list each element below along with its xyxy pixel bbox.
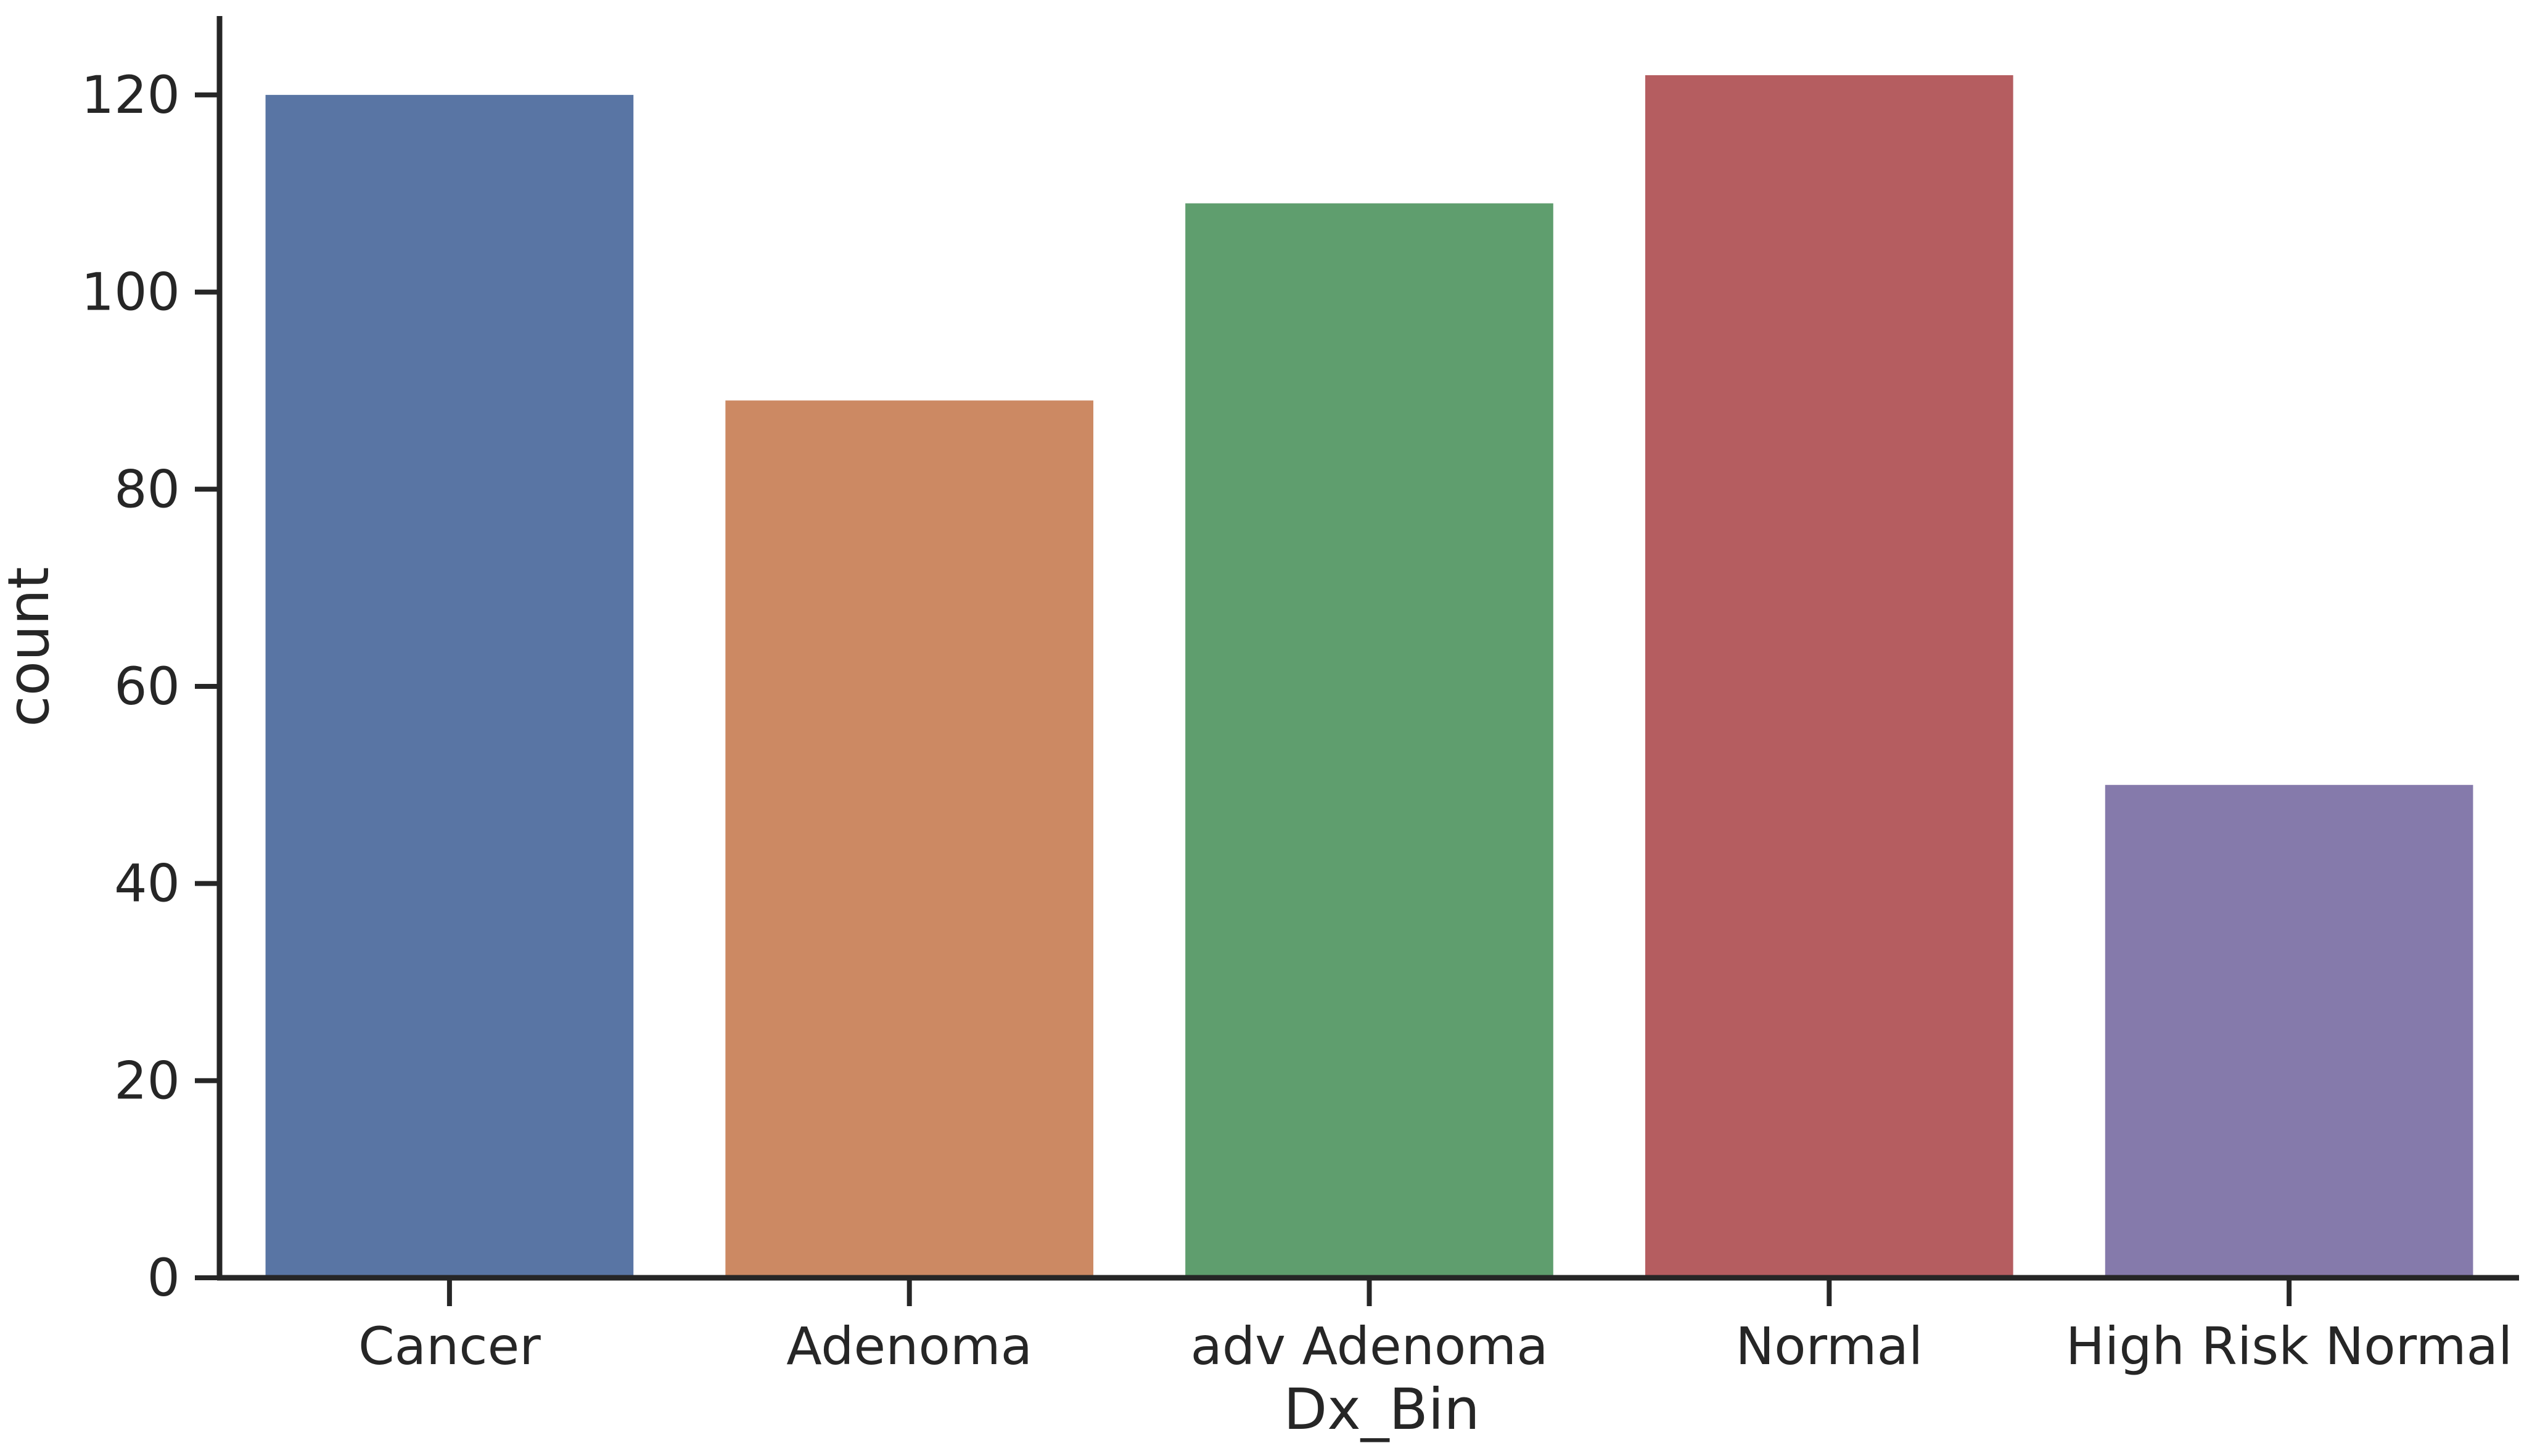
y-tick-label: 100	[81, 262, 180, 323]
y-tick-label: 0	[147, 1248, 180, 1308]
y-tick-label: 60	[114, 656, 180, 717]
x-tick-label: Cancer	[358, 1316, 541, 1376]
bars-layer	[265, 75, 2473, 1278]
y-tick-label: 120	[81, 65, 180, 125]
x-axis-label: Dx_Bin	[1283, 1376, 1479, 1442]
bar-adenoma	[725, 400, 1094, 1278]
x-tick-label: adv Adenoma	[1190, 1316, 1548, 1376]
x-tick-label: Normal	[1735, 1316, 1923, 1376]
y-axis-label: count	[0, 567, 62, 727]
y-tick-label: 80	[114, 459, 180, 519]
bar-adv-adenoma	[1185, 203, 1553, 1278]
x-axis-ticks: Cancer Adenoma adv Adenoma Normal High Risk …	[358, 1278, 2512, 1376]
x-tick-label: High Risk Normal	[2066, 1316, 2513, 1376]
bar-normal	[1645, 75, 2013, 1278]
bar-high-risk-normal	[2105, 784, 2473, 1278]
x-tick-label: Adenoma	[786, 1316, 1032, 1376]
y-tick-label: 40	[114, 853, 180, 914]
y-axis-ticks: 0 20 40 60 80 100 120	[81, 65, 220, 1308]
bar-cancer	[265, 94, 634, 1278]
y-tick-label: 20	[114, 1050, 180, 1111]
